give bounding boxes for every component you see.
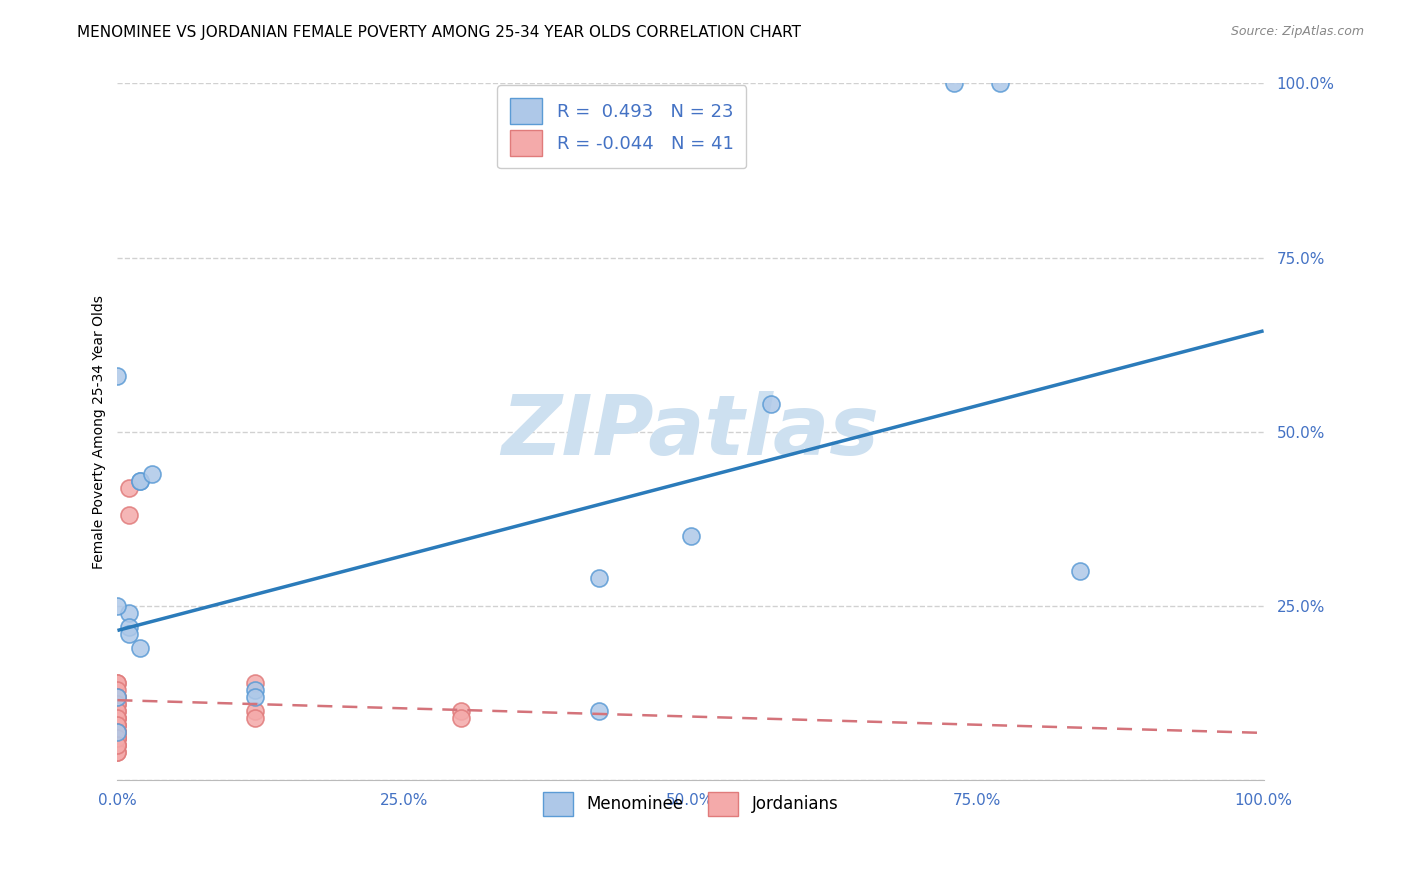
- Point: [107, 690, 129, 704]
- Point: [107, 724, 129, 739]
- Point: [450, 704, 472, 718]
- Point: [107, 704, 129, 718]
- Point: [107, 710, 129, 724]
- Point: [129, 474, 152, 488]
- Point: [141, 467, 163, 481]
- Point: [129, 640, 152, 655]
- Point: [759, 397, 782, 411]
- Point: [118, 627, 141, 641]
- Point: [243, 690, 266, 704]
- Point: [107, 675, 129, 690]
- Point: [107, 739, 129, 753]
- Point: [107, 724, 129, 739]
- Point: [243, 704, 266, 718]
- Point: [107, 731, 129, 746]
- Point: [129, 474, 152, 488]
- Point: [107, 690, 129, 704]
- Point: [107, 731, 129, 746]
- Point: [107, 697, 129, 711]
- Point: [107, 739, 129, 753]
- Text: ZIPatlas: ZIPatlas: [502, 392, 879, 473]
- Point: [107, 675, 129, 690]
- Point: [107, 717, 129, 731]
- Point: [107, 710, 129, 724]
- Text: Source: ZipAtlas.com: Source: ZipAtlas.com: [1230, 25, 1364, 38]
- Point: [107, 369, 129, 384]
- Legend: Menominee, Jordanians: Menominee, Jordanians: [534, 784, 846, 824]
- Point: [118, 481, 141, 495]
- Point: [243, 675, 266, 690]
- Point: [107, 599, 129, 613]
- Point: [988, 77, 1011, 91]
- Point: [107, 704, 129, 718]
- Point: [118, 606, 141, 620]
- Point: [107, 690, 129, 704]
- Point: [107, 717, 129, 731]
- Point: [118, 508, 141, 523]
- Point: [588, 704, 610, 718]
- Point: [107, 690, 129, 704]
- Point: [243, 710, 266, 724]
- Point: [943, 77, 966, 91]
- Point: [107, 746, 129, 760]
- Point: [679, 529, 702, 543]
- Y-axis label: Female Poverty Among 25-34 Year Olds: Female Poverty Among 25-34 Year Olds: [93, 295, 107, 569]
- Point: [107, 724, 129, 739]
- Point: [588, 571, 610, 585]
- Point: [107, 724, 129, 739]
- Point: [107, 724, 129, 739]
- Point: [107, 724, 129, 739]
- Point: [107, 739, 129, 753]
- Point: [107, 717, 129, 731]
- Point: [450, 710, 472, 724]
- Point: [107, 746, 129, 760]
- Point: [107, 731, 129, 746]
- Text: MENOMINEE VS JORDANIAN FEMALE POVERTY AMONG 25-34 YEAR OLDS CORRELATION CHART: MENOMINEE VS JORDANIAN FEMALE POVERTY AM…: [77, 25, 801, 40]
- Point: [118, 620, 141, 634]
- Point: [107, 710, 129, 724]
- Point: [1069, 564, 1091, 578]
- Point: [243, 682, 266, 697]
- Point: [107, 697, 129, 711]
- Point: [107, 682, 129, 697]
- Point: [107, 731, 129, 746]
